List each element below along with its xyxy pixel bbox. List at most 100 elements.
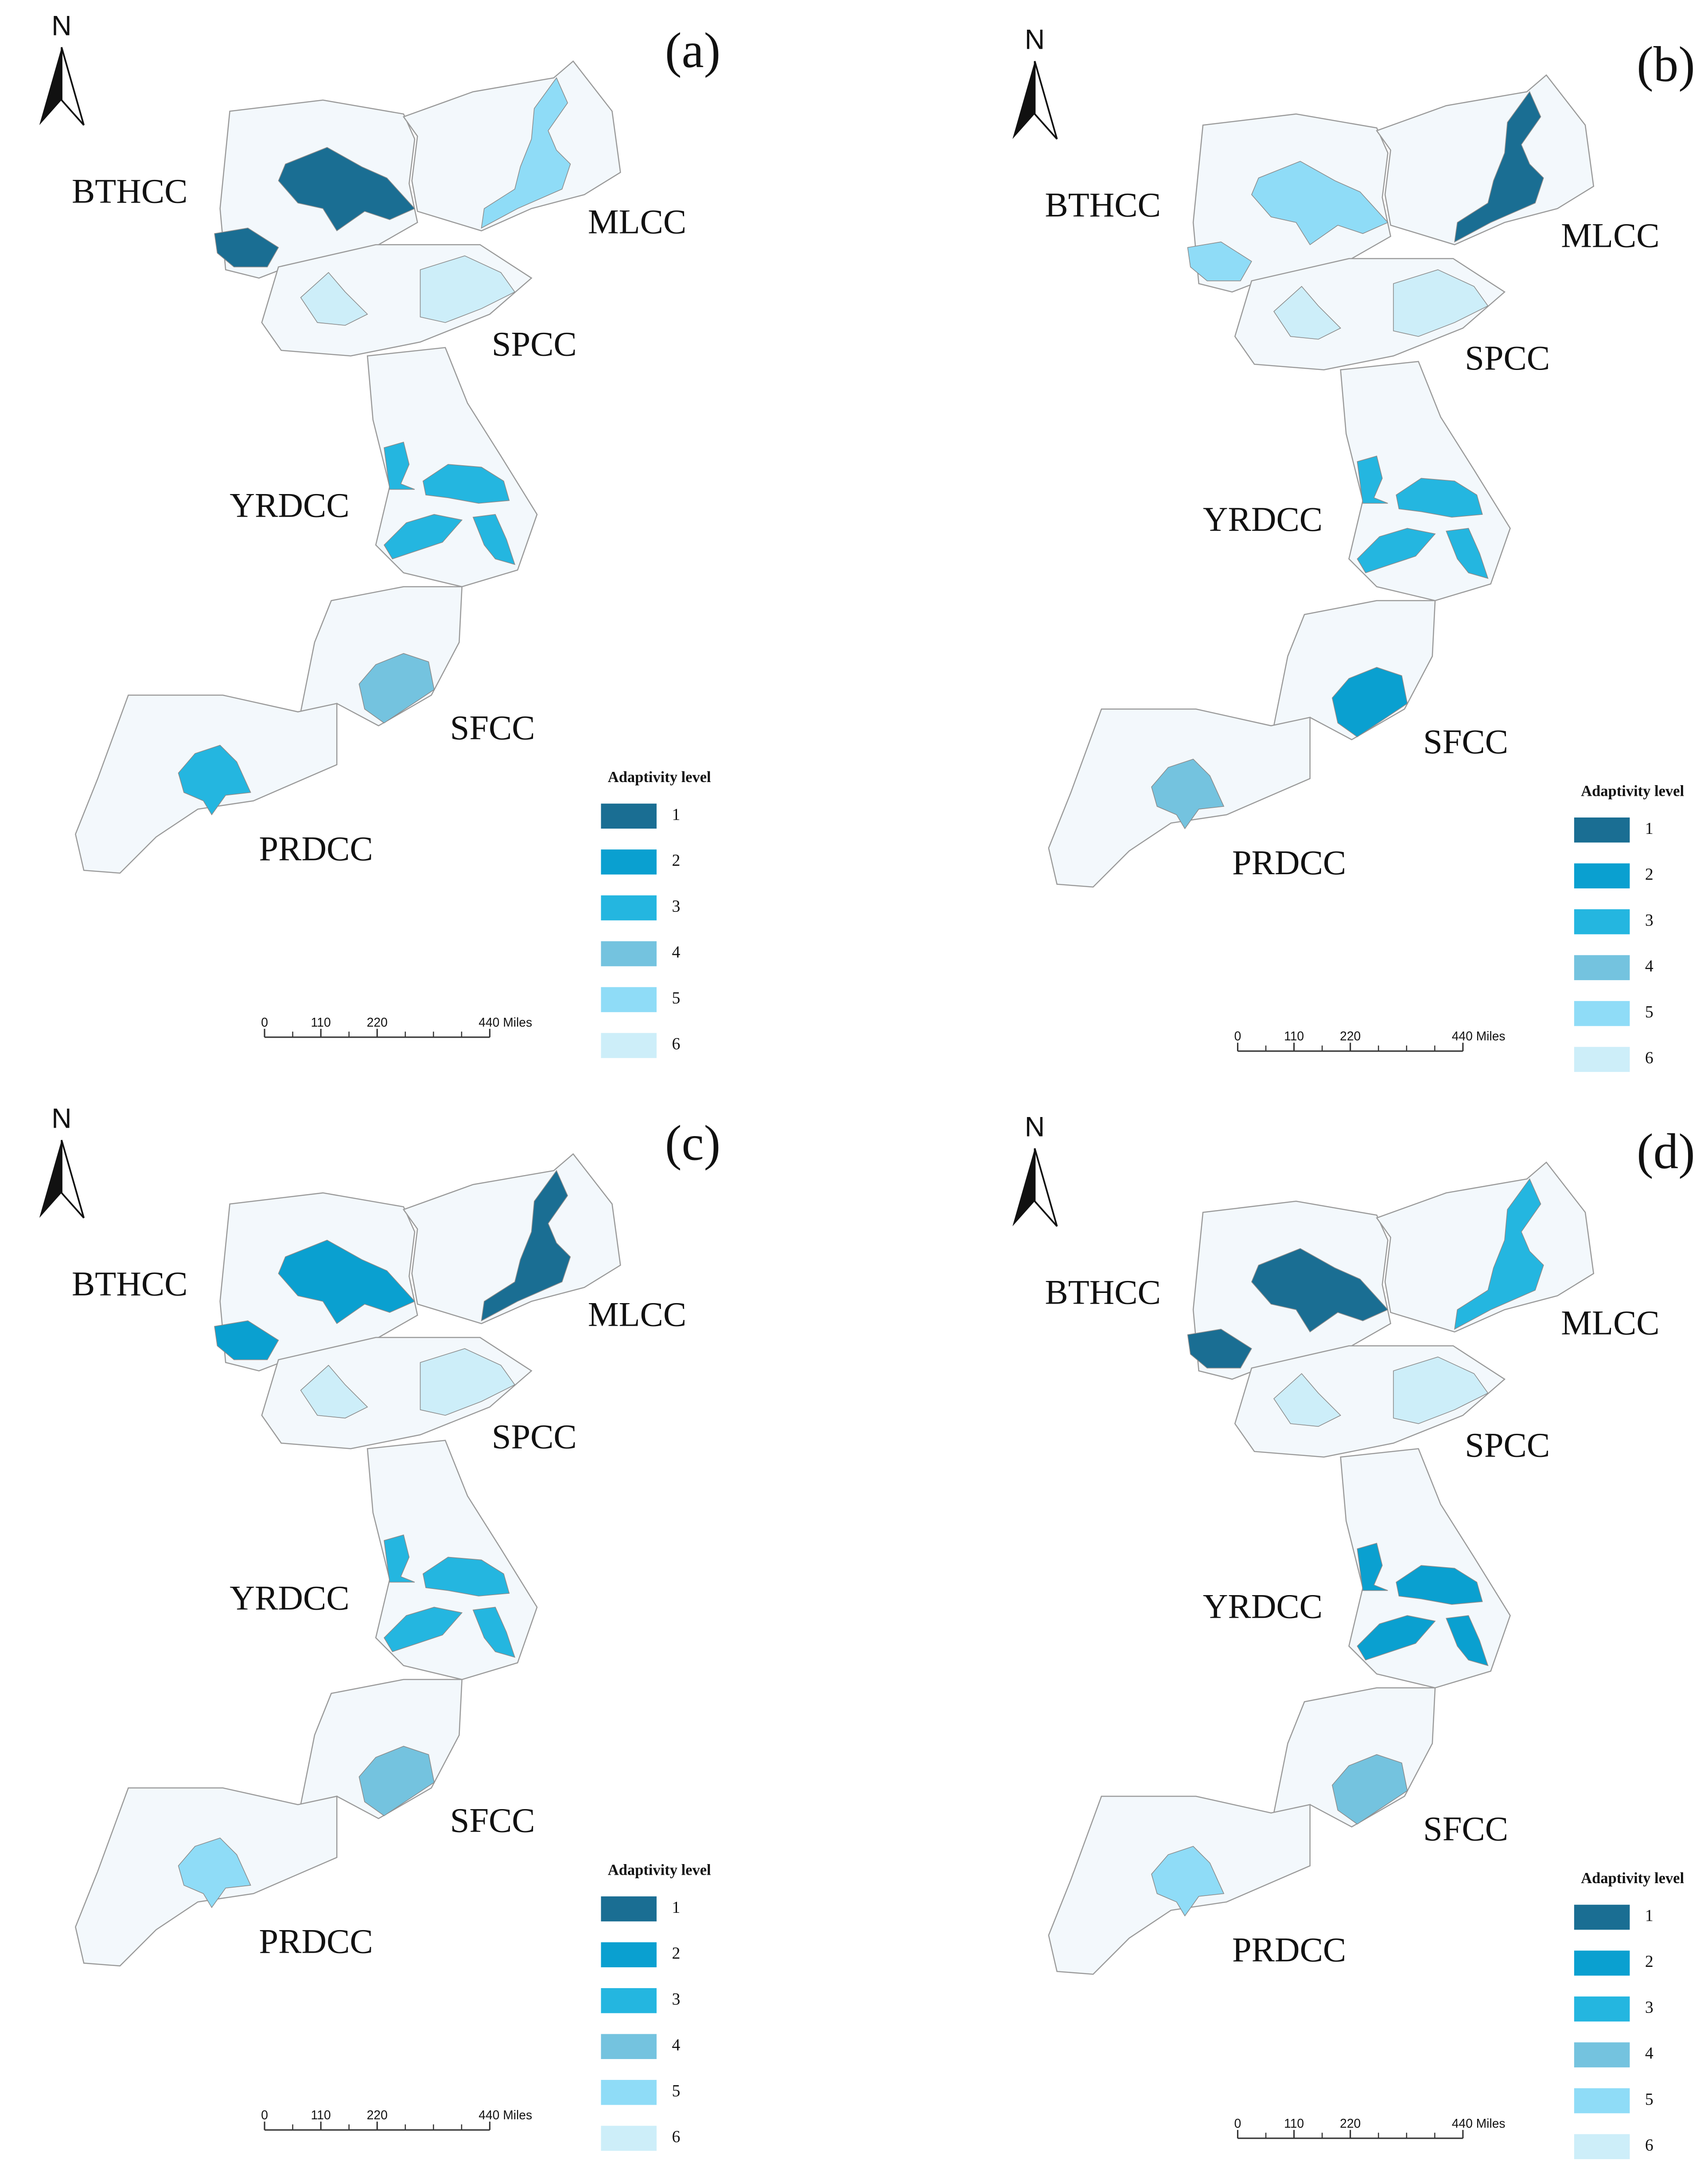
region-label: SFCC bbox=[1423, 1810, 1508, 1848]
north-label: N bbox=[51, 10, 71, 41]
legend-title: Adaptivity level bbox=[608, 1861, 711, 1878]
legend-swatch bbox=[1574, 909, 1630, 934]
legend-swatch bbox=[1574, 2042, 1630, 2067]
city-area bbox=[1393, 1356, 1489, 1424]
city-area bbox=[1273, 286, 1342, 340]
north-arrow bbox=[61, 47, 85, 126]
city-area bbox=[422, 1557, 510, 1596]
city-area bbox=[1357, 528, 1436, 573]
scale-label: 110 bbox=[1284, 1029, 1304, 1043]
north-arrow bbox=[39, 1140, 62, 1218]
city-area bbox=[1454, 1178, 1544, 1330]
scale-label: 440 Miles bbox=[1452, 2116, 1506, 2130]
map-panel: N (d) BTHCC MLCC SPCC YRDCC SFCC PRDCC Adaptivit… bbox=[1012, 1111, 1695, 2159]
region-label: BTHCC bbox=[72, 171, 188, 210]
legend-swatch bbox=[1574, 818, 1630, 843]
city-area bbox=[384, 441, 415, 490]
legend-swatch bbox=[601, 849, 657, 875]
city-area bbox=[358, 653, 435, 724]
region-label: SFCC bbox=[450, 1801, 535, 1840]
city-area bbox=[383, 514, 463, 560]
north-label: N bbox=[1025, 24, 1045, 55]
region-label: SFCC bbox=[1423, 722, 1508, 761]
legend-swatch bbox=[1574, 1904, 1630, 1930]
legend-swatch bbox=[1574, 863, 1630, 889]
legend-label: 5 bbox=[672, 989, 680, 1008]
scale-label: 0 bbox=[261, 2108, 268, 2122]
city-area bbox=[1393, 269, 1489, 337]
city-area bbox=[1396, 1565, 1483, 1605]
legend-swatch bbox=[1574, 2134, 1630, 2159]
region-label: SPCC bbox=[492, 1417, 577, 1456]
legend-label: 6 bbox=[1645, 1049, 1654, 1067]
scale-label: 0 bbox=[1234, 2116, 1241, 2130]
scale-label: 110 bbox=[311, 1015, 331, 1029]
city-area bbox=[278, 1240, 416, 1324]
region-label: BTHCC bbox=[72, 1265, 188, 1303]
city-area bbox=[178, 1837, 251, 1908]
region-label: PRDCC bbox=[1232, 1931, 1346, 1969]
legend-swatch bbox=[1574, 1950, 1630, 1976]
region-label: SPCC bbox=[1465, 339, 1550, 377]
map-panel: N (c) BTHCC MLCC SPCC YRDCC SFCC PRDCC Adaptivit… bbox=[39, 1103, 720, 2151]
region-label: BTHCC bbox=[1045, 1273, 1161, 1311]
legend-label: 4 bbox=[672, 2036, 680, 2054]
city-area bbox=[1454, 91, 1544, 243]
city-area bbox=[1151, 759, 1225, 829]
scale-label: 110 bbox=[311, 2108, 331, 2122]
scale-label: 0 bbox=[1234, 1029, 1241, 1043]
north-arrow bbox=[1012, 61, 1035, 139]
city-area bbox=[481, 1170, 571, 1322]
north-arrow bbox=[1034, 1148, 1058, 1227]
city-area bbox=[1187, 1328, 1252, 1369]
region-label: MLCC bbox=[1561, 1303, 1659, 1342]
region-label: SFCC bbox=[450, 708, 535, 747]
city-area bbox=[383, 1607, 463, 1652]
city-area bbox=[1187, 241, 1252, 281]
legend-label: 1 bbox=[1645, 1907, 1654, 1925]
legend-label: 1 bbox=[672, 1898, 680, 1917]
city-area bbox=[1357, 1615, 1436, 1661]
legend-label: 2 bbox=[1645, 865, 1654, 884]
legend-label: 4 bbox=[672, 943, 680, 962]
north-label: N bbox=[1025, 1111, 1045, 1142]
legend-label: 5 bbox=[1645, 1003, 1654, 1021]
city-area bbox=[278, 147, 416, 231]
legend-label: 1 bbox=[672, 806, 680, 824]
scale-label: 440 Miles bbox=[479, 2108, 532, 2122]
city-area bbox=[1332, 1754, 1408, 1825]
city-area bbox=[1251, 1248, 1389, 1333]
region-label: MLCC bbox=[1561, 216, 1659, 255]
city-area bbox=[300, 272, 368, 326]
legend-title: Adaptivity level bbox=[1581, 1870, 1684, 1887]
legend-swatch bbox=[601, 1942, 657, 1967]
region-label: PRDCC bbox=[259, 829, 373, 868]
legend-label: 6 bbox=[1645, 2136, 1654, 2154]
legend-label: 6 bbox=[672, 1035, 680, 1053]
city-area bbox=[1151, 1846, 1225, 1917]
legend-swatch bbox=[601, 987, 657, 1012]
map-panel: N (b) BTHCC MLCC SPCC YRDCC SFCC PRDCC Adaptivit… bbox=[1012, 24, 1695, 1072]
city-area bbox=[1251, 161, 1389, 245]
legend-swatch bbox=[601, 1033, 657, 1058]
panel-label: (a) bbox=[665, 23, 720, 78]
scale-label: 220 bbox=[1340, 2116, 1361, 2130]
legend-swatch bbox=[1574, 1047, 1630, 1072]
city-area bbox=[214, 227, 279, 268]
north-arrow bbox=[39, 47, 62, 125]
scale-label: 110 bbox=[1284, 2116, 1304, 2130]
legend-label: 2 bbox=[672, 851, 680, 870]
region-label: SPCC bbox=[492, 324, 577, 363]
legend-label: 1 bbox=[1645, 819, 1654, 838]
legend-label: 2 bbox=[1645, 1952, 1654, 1971]
panel-label: (d) bbox=[1637, 1124, 1695, 1180]
scale-label: 220 bbox=[367, 2108, 388, 2122]
legend-label: 6 bbox=[672, 2128, 680, 2146]
city-area bbox=[420, 255, 516, 323]
region-label: YRDCC bbox=[230, 486, 349, 524]
scale-label: 440 Miles bbox=[1452, 1029, 1506, 1043]
city-area bbox=[300, 1365, 368, 1419]
city-area bbox=[472, 514, 516, 565]
